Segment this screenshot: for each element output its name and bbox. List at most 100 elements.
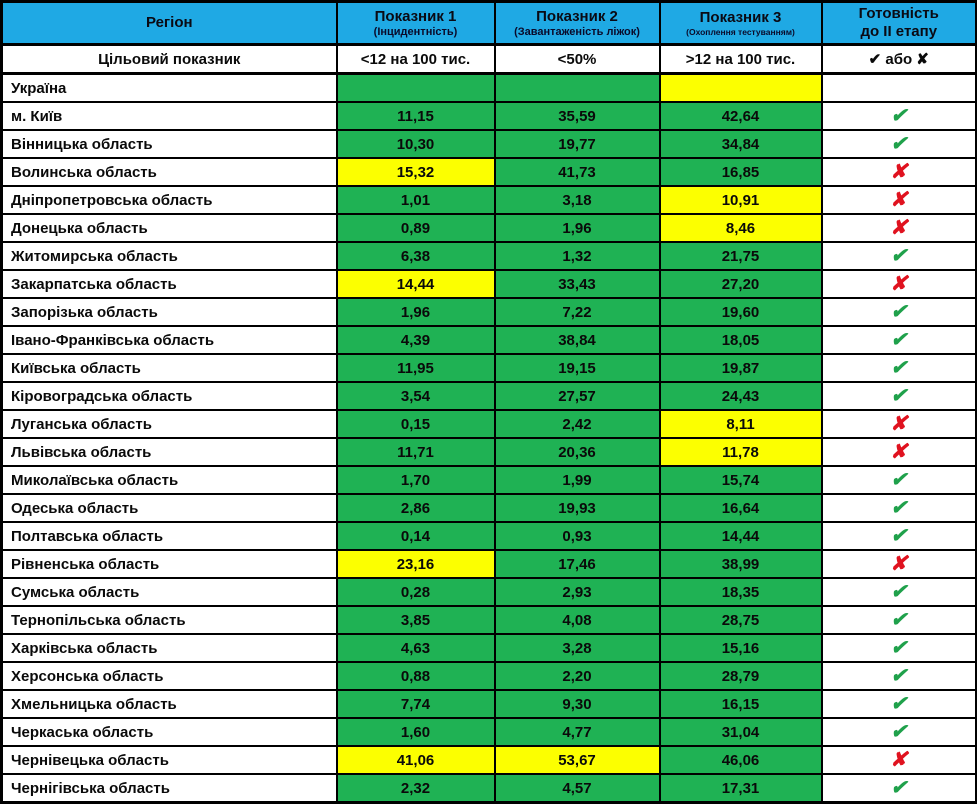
region-name: Вінницька область <box>0 129 338 159</box>
status-cell: ✘ <box>820 213 977 243</box>
status-cell: ✔ <box>820 577 977 607</box>
indicator-2-value: 17,46 <box>493 549 661 579</box>
table-row: Хмельницька область 7,74 9,30 16,15 ✔ <box>0 689 977 719</box>
indicator-1-value: 1,96 <box>335 297 496 327</box>
status-cell: ✘ <box>820 745 977 775</box>
indicator-2-value: 9,30 <box>493 689 661 719</box>
col-header-indicator-2-sublabel: (Завантаженість ліжок) <box>514 25 640 38</box>
indicator-3-value: 21,75 <box>658 241 823 271</box>
indicator-1-value: 0,14 <box>335 521 496 551</box>
status-cell <box>820 72 977 103</box>
region-name: Одеська область <box>0 493 338 523</box>
indicator-3-value: 31,04 <box>658 717 823 747</box>
table-row: Вінницька область 10,30 19,77 34,84 ✔ <box>0 129 977 159</box>
table-row: Запорізька область 1,96 7,22 19,60 ✔ <box>0 297 977 327</box>
indicator-3-value: 38,99 <box>658 549 823 579</box>
indicator-2-value: 27,57 <box>493 381 661 411</box>
target-indicator-row: Цільовий показник <12 на 100 тис. <50% >… <box>0 43 977 75</box>
table-row: Дніпропетровська область 1,01 3,18 10,91 ✘ <box>0 185 977 215</box>
indicator-1-value: 3,85 <box>335 605 496 635</box>
indicator-3-value: 46,06 <box>658 745 823 775</box>
col-header-region-label: Регіон <box>145 14 193 31</box>
table-row: Тернопільська область 3,85 4,08 28,75 ✔ <box>0 605 977 635</box>
check-icon: ✔ <box>890 245 908 267</box>
status-cell: ✔ <box>820 605 977 635</box>
region-name: Полтавська область <box>0 521 338 551</box>
check-icon: ✔ <box>890 777 908 799</box>
check-icon: ✔ <box>890 301 908 323</box>
check-icon: ✔ <box>890 525 908 547</box>
indicator-1-value: 4,39 <box>335 325 496 355</box>
status-cell: ✔ <box>820 661 977 691</box>
indicator-2-value: 4,57 <box>493 773 661 804</box>
indicator-3-value: 15,16 <box>658 633 823 663</box>
table-row: Івано-Франківська область 4,39 38,84 18,05 ✔ <box>0 325 977 355</box>
table-row: Львівська область 11,71 20,36 11,78 ✘ <box>0 437 977 467</box>
indicator-1-value: 11,15 <box>335 101 496 131</box>
region-name: Закарпатська область <box>0 269 338 299</box>
indicator-2-value: 53,67 <box>493 745 661 775</box>
status-cell: ✔ <box>820 465 977 495</box>
indicator-2-value: 3,28 <box>493 633 661 663</box>
indicator-3-value: 14,44 <box>658 521 823 551</box>
indicator-2-value: 41,73 <box>493 157 661 187</box>
status-cell: ✘ <box>820 549 977 579</box>
indicator-3-value: 8,46 <box>658 213 823 243</box>
indicator-2-value: 1,99 <box>493 465 661 495</box>
region-name: Черкаська область <box>0 717 338 747</box>
region-name: Луганська область <box>0 409 338 439</box>
region-name: Дніпропетровська область <box>0 185 338 215</box>
table-row: Рівненська область 23,16 17,46 38,99 ✘ <box>0 549 977 579</box>
target-value-readiness: ✔ або ✘ <box>820 43 977 75</box>
region-name: Рівненська область <box>0 549 338 579</box>
region-name: Харківська область <box>0 633 338 663</box>
col-header-indicator-2: Показник 2 (Завантаженість ліжок) <box>493 0 661 46</box>
region-name: Кіровоградська область <box>0 381 338 411</box>
table-row: Полтавська область 0,14 0,93 14,44 ✔ <box>0 521 977 551</box>
indicator-3-value: 10,91 <box>658 185 823 215</box>
indicator-2-value: 4,08 <box>493 605 661 635</box>
indicator-1-value: 0,88 <box>335 661 496 691</box>
table-row: Кіровоградська область 3,54 27,57 24,43 ✔ <box>0 381 977 411</box>
table-row: Харківська область 4,63 3,28 15,16 ✔ <box>0 633 977 663</box>
cross-icon: ✘ <box>890 189 908 211</box>
status-cell: ✔ <box>820 381 977 411</box>
status-cell: ✘ <box>820 157 977 187</box>
indicator-2-value: 1,32 <box>493 241 661 271</box>
col-header-indicator-3: Показник 3 (Охоплення тестуванням) <box>658 0 823 46</box>
region-name: Львівська область <box>0 437 338 467</box>
indicator-3-value: 17,31 <box>658 773 823 804</box>
check-icon: ✔ <box>890 357 908 379</box>
col-header-indicator-2-label: Показник 2 <box>536 7 618 25</box>
col-header-indicator-1-label: Показник 1 <box>374 7 457 25</box>
check-icon: ✔ <box>890 609 908 631</box>
region-name: Чернівецька область <box>0 745 338 775</box>
cross-icon: ✘ <box>890 413 908 435</box>
indicator-3-value: 34,84 <box>658 129 823 159</box>
check-icon: ✔ <box>890 497 908 519</box>
header-row: Регіон Показник 1 (Інцидентність) Показн… <box>0 0 977 46</box>
indicator-3-value: 8,11 <box>658 409 823 439</box>
indicator-3-value: 18,05 <box>658 325 823 355</box>
indicator-2-value: 3,18 <box>493 185 661 215</box>
status-cell: ✔ <box>820 493 977 523</box>
indicator-1-value: 2,32 <box>335 773 496 804</box>
indicator-2-value: 1,96 <box>493 213 661 243</box>
col-header-readiness-sublabel: до II етапу <box>860 23 938 40</box>
cross-icon: ✘ <box>890 217 908 239</box>
indicator-1-value: 41,06 <box>335 745 496 775</box>
table-row: Київська область 11,95 19,15 19,87 ✔ <box>0 353 977 383</box>
indicator-2-value: 19,93 <box>493 493 661 523</box>
target-value-indicator-2: <50% <box>493 43 661 75</box>
region-name: Сумська область <box>0 577 338 607</box>
indicator-3-value: 16,85 <box>658 157 823 187</box>
indicator-1-value: 11,71 <box>335 437 496 467</box>
indicator-3-value: 16,64 <box>658 493 823 523</box>
indicator-1-value: 1,70 <box>335 465 496 495</box>
target-row-label: Цільовий показник <box>0 43 338 75</box>
indicator-1-value: 4,63 <box>335 633 496 663</box>
indicator-1-value: 2,86 <box>335 493 496 523</box>
region-name: Миколаївська область <box>0 465 338 495</box>
status-cell: ✔ <box>820 297 977 327</box>
check-icon: ✔ <box>890 581 908 603</box>
